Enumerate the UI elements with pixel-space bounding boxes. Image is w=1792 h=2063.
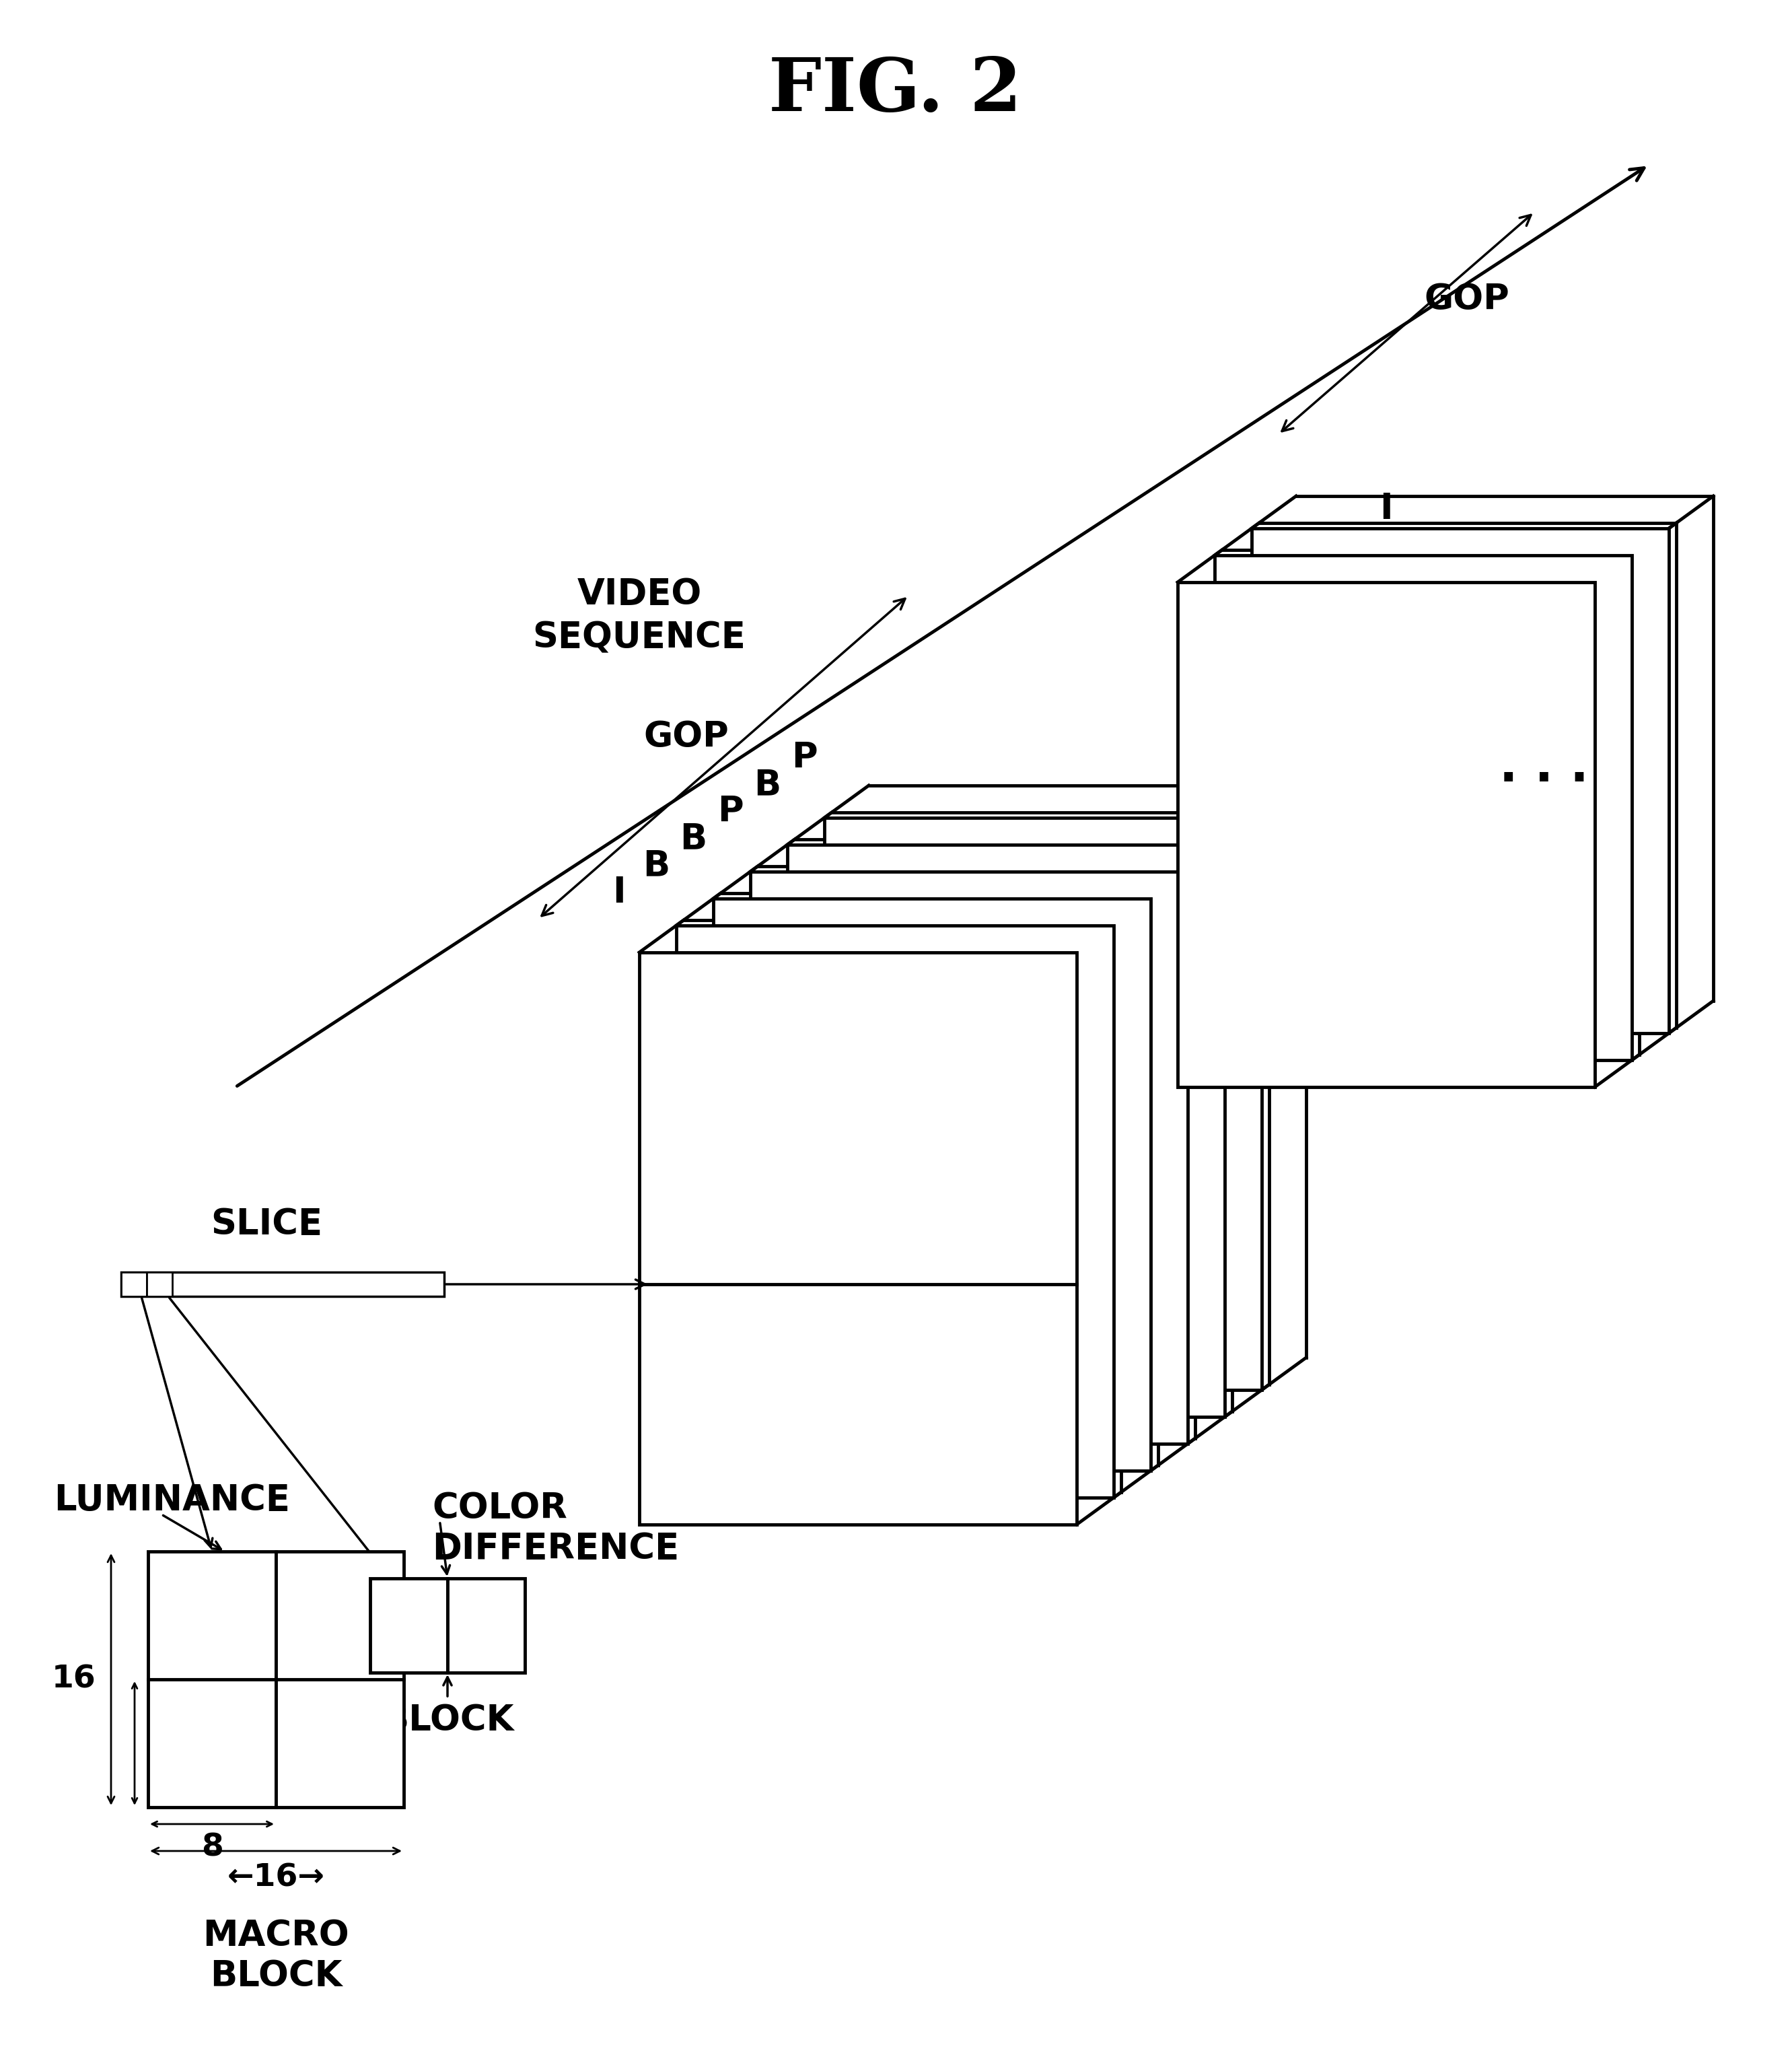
- Bar: [276, 1679, 403, 1807]
- Text: GOP: GOP: [1425, 283, 1509, 318]
- Text: P: P: [790, 741, 817, 776]
- Text: BLOCK: BLOCK: [382, 1702, 514, 1737]
- Bar: [149, 1679, 276, 1807]
- Text: COLOR
DIFFERENCE: COLOR DIFFERENCE: [432, 1492, 679, 1566]
- Text: 8: 8: [201, 1832, 222, 1863]
- Bar: [371, 1578, 448, 1673]
- Text: MACRO
BLOCK: MACRO BLOCK: [202, 1919, 349, 1993]
- Text: ←16→: ←16→: [228, 1863, 324, 1894]
- Polygon shape: [640, 953, 1077, 1525]
- Polygon shape: [751, 873, 1188, 1444]
- Bar: [147, 1273, 172, 1296]
- Polygon shape: [676, 926, 1113, 1498]
- Polygon shape: [787, 844, 1224, 1417]
- Text: GOP: GOP: [643, 720, 729, 755]
- Text: VIDEO
SEQUENCE: VIDEO SEQUENCE: [532, 578, 745, 656]
- Text: · · ·: · · ·: [1500, 757, 1588, 805]
- Polygon shape: [1215, 555, 1633, 1060]
- Bar: [448, 1578, 525, 1673]
- Bar: [122, 1273, 444, 1296]
- Text: P: P: [717, 794, 744, 829]
- Bar: [276, 1551, 403, 1679]
- Text: B: B: [643, 848, 670, 883]
- Text: 8: 8: [163, 1729, 185, 1758]
- Text: B: B: [679, 821, 706, 856]
- Bar: [149, 1551, 276, 1679]
- Text: LUMINANCE: LUMINANCE: [54, 1483, 290, 1518]
- Text: I: I: [1380, 491, 1392, 526]
- Text: B: B: [754, 767, 781, 803]
- Polygon shape: [1251, 528, 1668, 1034]
- Polygon shape: [824, 817, 1262, 1390]
- Text: I: I: [613, 875, 625, 910]
- Polygon shape: [713, 899, 1150, 1471]
- Text: FIG. 2: FIG. 2: [769, 56, 1021, 128]
- Polygon shape: [1177, 582, 1595, 1087]
- Text: SLICE: SLICE: [211, 1207, 323, 1242]
- Text: 16: 16: [52, 1665, 97, 1694]
- Bar: [122, 1273, 147, 1296]
